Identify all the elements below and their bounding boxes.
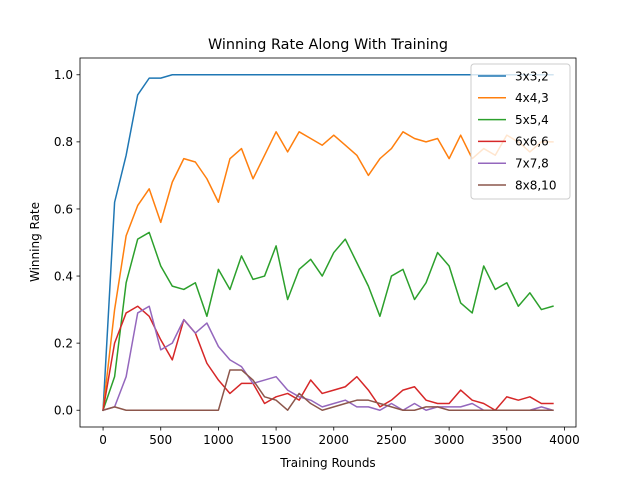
chart-title: Winning Rate Along With Training: [208, 37, 448, 53]
y-tick-label-0: 0.0: [54, 404, 73, 418]
axes-layer: 0 500 1000 1500 2000 2500 3000 3500 4000 0.0 0.2 0.…: [54, 57, 580, 447]
series-line-2: [102, 231, 554, 412]
legend-label-5: 8x8,10: [515, 178, 556, 192]
x-tick-label-1: 500: [149, 433, 172, 447]
x-tick-label-7: 3500: [492, 433, 523, 447]
series-line-3: [102, 305, 554, 412]
plot-frame: [79, 57, 577, 428]
series-line-5: [102, 369, 554, 412]
legend-label-3: 6x6,6: [515, 135, 549, 149]
x-axis-label: Training Rounds: [279, 456, 375, 470]
x-tick-label-2: 1000: [203, 433, 234, 447]
x-tick-label-0: 0: [99, 433, 107, 447]
series-line-4: [102, 305, 554, 412]
y-tick-label-5: 1.0: [54, 68, 73, 82]
y-tick-label-1: 0.2: [54, 336, 73, 350]
y-tick-label-4: 0.8: [54, 135, 73, 149]
legend: 3x3,2 4x4,3 5x5,4 6x6,6 7x7,8 8x8,10: [470, 63, 571, 200]
y-tick-label-3: 0.6: [54, 202, 73, 216]
x-tick-label-5: 2500: [376, 433, 407, 447]
y-axis-label: Winning Rate: [28, 202, 42, 282]
legend-label-0: 3x3,2: [515, 69, 549, 83]
legend-label-1: 4x4,3: [515, 91, 549, 105]
y-tick-label-2: 0.4: [54, 269, 73, 283]
x-tick-label-4: 2000: [318, 433, 349, 447]
x-tick-label-6: 3000: [434, 433, 465, 447]
legend-label-2: 5x5,4: [515, 113, 549, 127]
legend-label-4: 7x7,8: [515, 157, 549, 171]
x-tick-label-8: 4000: [549, 433, 580, 447]
x-tick-label-3: 1500: [261, 433, 292, 447]
